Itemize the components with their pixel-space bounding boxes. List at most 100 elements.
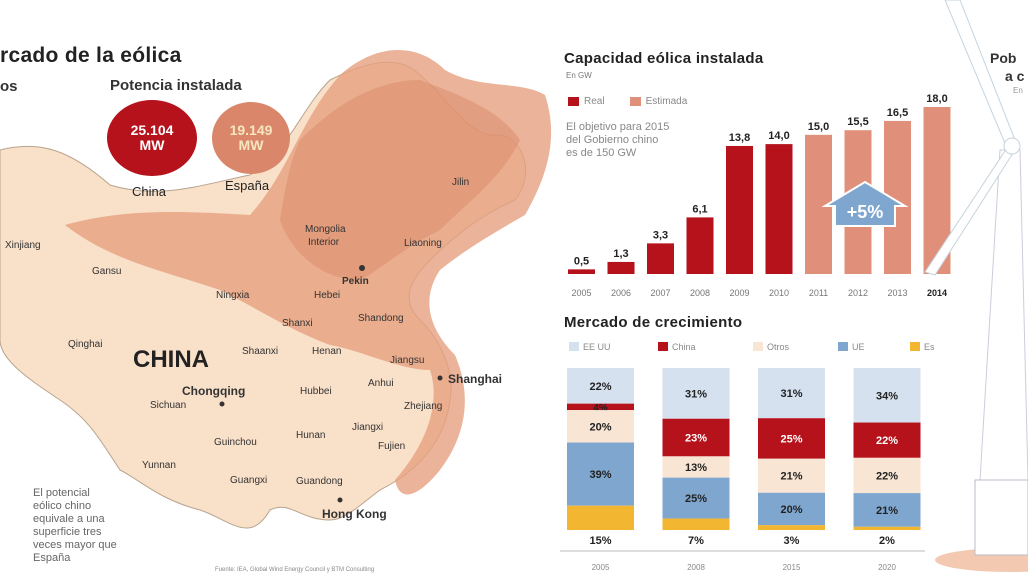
bar-value-label: 1,3 <box>613 248 628 260</box>
legend-swatch <box>910 342 920 351</box>
segment-value-label: 4% <box>593 403 608 414</box>
bar-2006 <box>607 261 635 274</box>
segment-ue-2015 <box>758 492 825 526</box>
legend-label: EE UU <box>583 342 611 352</box>
bar-value-label: 3,3 <box>653 229 668 241</box>
x-tick-label: 2014 <box>927 288 947 298</box>
x-tick-label: 2012 <box>848 288 868 298</box>
segment-ue-2020 <box>853 493 921 527</box>
spain-capacity-circle: 19.149 MW <box>212 102 290 174</box>
bar-2005 <box>568 269 595 274</box>
segment-value-label: 15% <box>589 535 611 547</box>
segment-value-label: 25% <box>685 493 707 505</box>
right-title-line1: Pob <box>990 50 1017 66</box>
source-note: Fuente: IEA, Global Wind Energy Council … <box>215 567 375 573</box>
bar-value-label: 13,8 <box>729 132 750 144</box>
growth-annotation: +5% <box>847 202 884 222</box>
map-label: Sichuan <box>150 400 187 411</box>
map-label: Guinchou <box>214 437 257 448</box>
legend-swatch-estimada <box>629 97 641 106</box>
segment-españa-2005 <box>567 505 634 530</box>
segment-value-label: 31% <box>685 388 707 400</box>
map-label-city: Hong Kong <box>322 507 387 521</box>
map-label: Xinjiang <box>5 240 41 251</box>
china-capacity-circle: 25.104 MW <box>107 100 197 176</box>
x-tick-label: 2015 <box>783 563 801 572</box>
bar-value-label: 18,0 <box>926 93 947 105</box>
map-label-capital: Pekin <box>342 276 369 287</box>
x-tick-label: 2005 <box>592 563 610 572</box>
legend-swatch <box>838 342 848 351</box>
segment-value-label: 20% <box>589 421 611 433</box>
capacity-chart-note: El objetivo para 2015 del Gobierno chino e… <box>566 121 670 159</box>
legend-label: Otros <box>767 342 790 352</box>
legend-swatch <box>658 342 668 351</box>
wind-turbine-illustration <box>924 0 1028 572</box>
map-label: Zhejiang <box>404 401 443 412</box>
china-capacity-unit: MW <box>139 137 165 153</box>
segment-value-label: 39% <box>589 469 611 481</box>
segment-otros-2015 <box>758 458 825 493</box>
segment-ue-2008 <box>662 477 730 519</box>
segment-otros-2008 <box>662 456 730 478</box>
segment-value-label: 13% <box>685 462 707 474</box>
china-capacity-label: China <box>132 184 166 199</box>
x-tick-label: 2005 <box>571 288 591 298</box>
x-tick-label: 2008 <box>690 288 710 298</box>
map-label: Hebei <box>314 290 341 301</box>
segment-otros-2005 <box>567 410 634 443</box>
map-label: Hunan <box>296 430 326 441</box>
segment-value-label: 2% <box>879 535 895 547</box>
map-label: Guangxi <box>230 475 268 486</box>
segment-value-label: 34% <box>876 390 898 402</box>
bar-2007 <box>647 243 674 274</box>
x-tick-label: 2011 <box>809 288 828 298</box>
segment-value-label: 3% <box>784 535 800 547</box>
x-tick-label: 2010 <box>769 288 789 298</box>
map-label: Yunnan <box>142 460 176 471</box>
segment-value-label: 22% <box>876 470 898 482</box>
segment-value-label: 21% <box>876 505 898 517</box>
map-label: Interior <box>308 237 340 248</box>
segment-ee-uu-2005 <box>567 368 634 404</box>
map-label: Guandong <box>296 476 343 487</box>
segment-value-label: 7% <box>688 535 704 547</box>
segment-value-label: 22% <box>589 381 611 393</box>
x-tick-label: 2006 <box>611 288 631 298</box>
bar-value-label: 15,5 <box>847 116 868 128</box>
map-label: Henan <box>312 346 342 357</box>
map-label: Ningxia <box>216 290 250 301</box>
segment-ue-2005 <box>567 442 634 506</box>
market-stacked-chart: EE UU China Otros UE España 22% 4% 20% 39% 15% 200… <box>560 342 935 572</box>
growth-arrow-icon <box>821 180 909 227</box>
left-subtitle: os <box>0 78 18 95</box>
map-country-label: CHINA <box>133 346 209 373</box>
legend-swatch-real <box>568 97 579 106</box>
x-tick-label: 2007 <box>650 288 670 298</box>
bar-2010 <box>765 144 793 274</box>
legend-label: UE <box>852 342 865 352</box>
segment-españa-2020 <box>853 526 921 530</box>
x-tick-label: 2009 <box>729 288 749 298</box>
x-tick-label: 2020 <box>878 563 896 572</box>
map-label: Gansu <box>92 266 122 277</box>
x-tick-label: 2008 <box>687 563 705 572</box>
spain-capacity-value: 19.149 <box>229 121 273 138</box>
map-label: Jilin <box>452 177 470 188</box>
bar-2008 <box>686 217 714 274</box>
legend-label: España <box>924 342 935 352</box>
segment-china-2005 <box>567 403 634 411</box>
segment-españa-2008 <box>662 518 730 530</box>
spain-capacity-unit: MW <box>238 137 264 153</box>
x-tick-label: 2013 <box>887 288 907 298</box>
segment-ee-uu-2015 <box>758 368 825 419</box>
map-label-city: Chongqing <box>182 384 246 398</box>
map-label: Fujien <box>378 441 406 452</box>
capacity-legend: Real Estimada <box>568 96 687 107</box>
map-note: El potencial eólico chino equivale a una su… <box>33 487 117 564</box>
segment-ee-uu-2020 <box>853 368 921 423</box>
legend-label: China <box>672 342 696 352</box>
segment-value-label: 25% <box>780 433 802 445</box>
capacity-chart-title: Capacidad eólica instalada <box>564 50 764 67</box>
legend-swatch <box>569 342 579 351</box>
